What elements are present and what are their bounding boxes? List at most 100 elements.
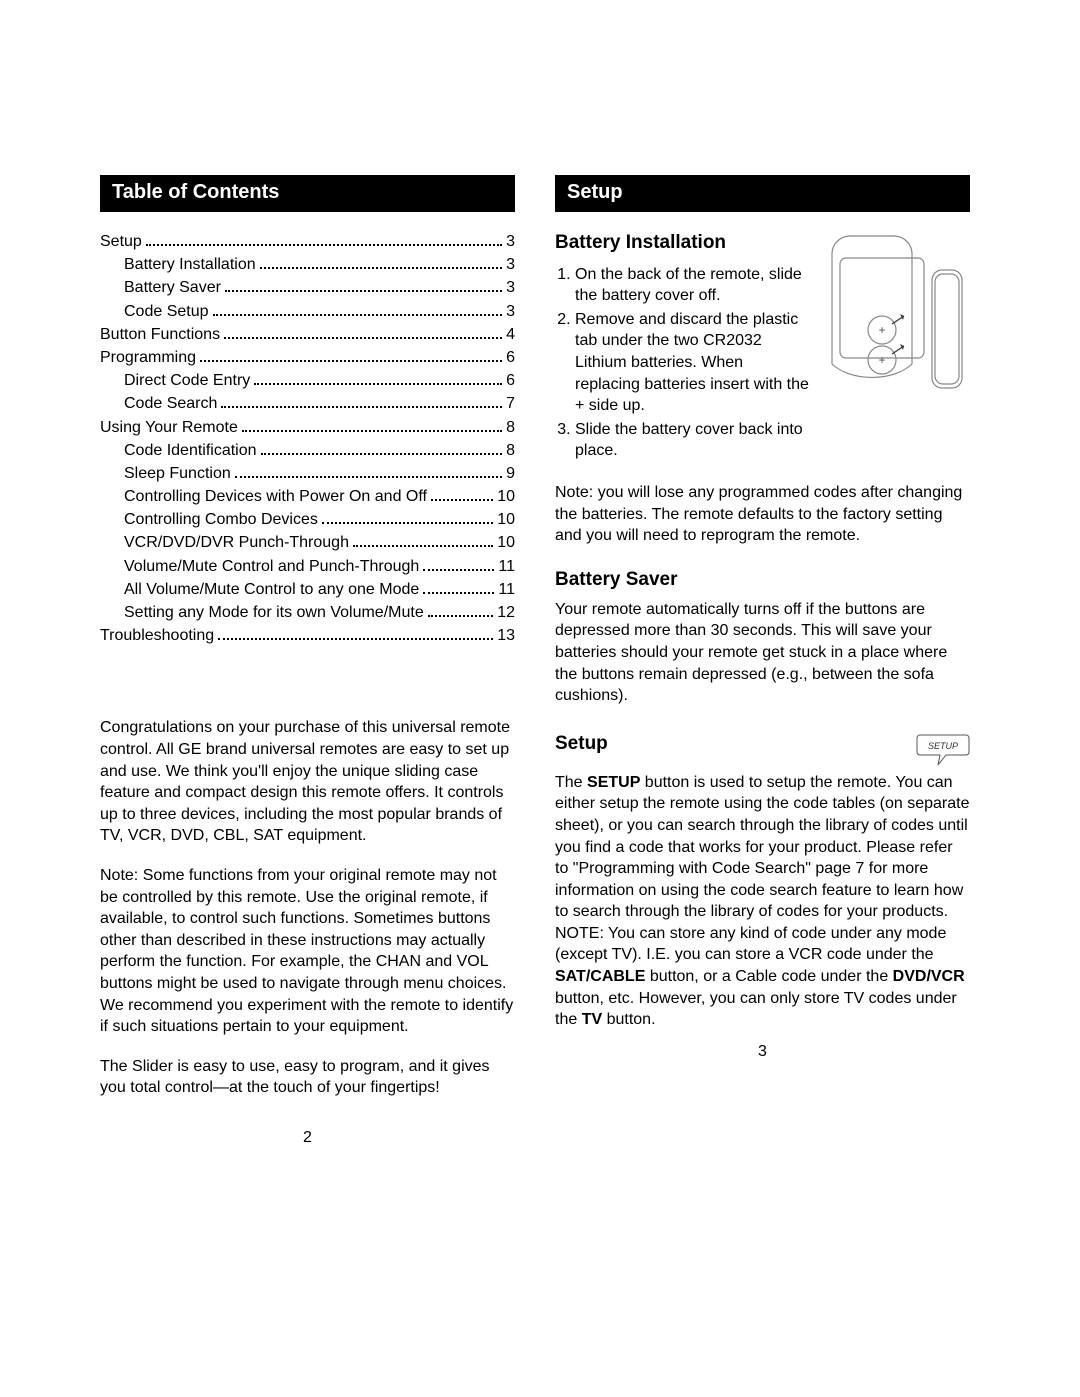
right-column: Setup Battery Installation On the back o… <box>555 175 970 1397</box>
toc-label: Code Identification <box>124 439 257 462</box>
remote-diagram: + + <box>820 230 970 464</box>
toc-page: 10 <box>497 508 515 531</box>
toc-label: Battery Saver <box>124 276 221 299</box>
toc-page: 7 <box>506 392 515 415</box>
toc-row: All Volume/Mute Control to any one Mode … <box>100 578 515 601</box>
battery-saver-head: Battery Saver <box>555 569 970 591</box>
toc-row: Sleep Function 9 <box>100 462 515 485</box>
toc-dots <box>146 233 502 246</box>
setup-bold-4: TV <box>582 1011 602 1028</box>
toc-dots <box>224 326 502 339</box>
setup-header: Setup <box>555 175 970 212</box>
toc-page: 3 <box>506 276 515 299</box>
toc-row: Using Your Remote 8 <box>100 416 515 439</box>
toc-page: 6 <box>506 346 515 369</box>
battery-installation-head: Battery Installation <box>555 230 810 256</box>
toc-label: Code Search <box>124 392 217 415</box>
page-number-left: 2 <box>100 1129 515 1147</box>
toc-page: 8 <box>506 439 515 462</box>
manual-spread: Table of Contents Setup 3Battery Install… <box>0 0 1080 1397</box>
toc-header: Table of Contents <box>100 175 515 212</box>
toc-page: 10 <box>497 485 515 508</box>
intro-para-3: The Slider is easy to use, easy to progr… <box>100 1056 515 1099</box>
toc-dots <box>260 256 502 269</box>
toc-page: 3 <box>506 230 515 253</box>
toc-label: Setup <box>100 230 142 253</box>
toc-dots <box>200 349 502 362</box>
toc-page: 8 <box>506 416 515 439</box>
toc-page: 10 <box>497 531 515 554</box>
toc-page: 11 <box>498 555 515 578</box>
battery-saver-body: Your remote automatically turns off if t… <box>555 599 970 707</box>
setup-subhead: Setup <box>555 733 608 755</box>
toc-dots <box>428 604 493 617</box>
battery-installation-block: Battery Installation On the back of the … <box>555 230 970 464</box>
intro-para-1: Congratulations on your purchase of this… <box>100 717 515 847</box>
toc-label: Button Functions <box>100 323 220 346</box>
toc-dots <box>322 511 493 524</box>
toc-row: Programming 6 <box>100 346 515 369</box>
toc-label: Programming <box>100 346 196 369</box>
toc-row: Code Setup 3 <box>100 300 515 323</box>
toc-dots <box>261 442 503 455</box>
setup-text-2: button is used to setup the remote. You … <box>555 774 969 964</box>
toc-row: VCR/DVD/DVR Punch-Through 10 <box>100 531 515 554</box>
toc-label: Battery Installation <box>124 253 256 276</box>
toc-page: 6 <box>506 369 515 392</box>
toc-page: 4 <box>506 323 515 346</box>
toc-page: 3 <box>506 300 515 323</box>
toc-row: Controlling Combo Devices 10 <box>100 508 515 531</box>
toc-row: Setup 3 <box>100 230 515 253</box>
toc-dots <box>423 558 494 571</box>
battery-step: Slide the battery cover back into place. <box>575 419 810 462</box>
battery-step: Remove and discard the plastic tab under… <box>575 309 810 417</box>
toc-dots <box>221 396 502 409</box>
toc-page: 11 <box>498 578 515 601</box>
battery-steps-list: On the back of the remote, slide the bat… <box>555 264 810 462</box>
battery-installation-text: Battery Installation On the back of the … <box>555 230 810 464</box>
toc-label: Troubleshooting <box>100 624 214 647</box>
toc-dots <box>235 465 502 478</box>
toc-row: Controlling Devices with Power On and Of… <box>100 485 515 508</box>
setup-button-icon: SETUP <box>916 733 970 772</box>
toc-dots <box>353 535 493 548</box>
setup-bold-2: SAT/CABLE <box>555 968 645 985</box>
toc-label: Controlling Devices with Power On and Of… <box>124 485 427 508</box>
toc-dots <box>213 303 503 316</box>
intro-text: Congratulations on your purchase of this… <box>100 717 515 1117</box>
toc-row: Battery Installation 3 <box>100 253 515 276</box>
table-of-contents: Setup 3Battery Installation 3Battery Sav… <box>100 230 515 647</box>
setup-text-1: The <box>555 774 587 791</box>
toc-label: Controlling Combo Devices <box>124 508 318 531</box>
toc-row: Battery Saver 3 <box>100 276 515 299</box>
page-number-right: 3 <box>555 1043 970 1061</box>
toc-row: Button Functions 4 <box>100 323 515 346</box>
toc-row: Troubleshooting 13 <box>100 624 515 647</box>
toc-row: Code Search 7 <box>100 392 515 415</box>
toc-page: 12 <box>497 601 515 624</box>
intro-para-2: Note: Some functions from your original … <box>100 865 515 1038</box>
toc-page: 13 <box>497 624 515 647</box>
setup-subhead-row: Setup SETUP <box>555 733 970 772</box>
svg-text:+: + <box>878 323 885 337</box>
toc-label: Setting any Mode for its own Volume/Mute <box>124 601 424 624</box>
toc-label: Sleep Function <box>124 462 231 485</box>
toc-row: Volume/Mute Control and Punch-Through 11 <box>100 555 515 578</box>
toc-row: Setting any Mode for its own Volume/Mute… <box>100 601 515 624</box>
setup-body-text: The SETUP button is used to setup the re… <box>555 772 970 1031</box>
toc-label: All Volume/Mute Control to any one Mode <box>124 578 419 601</box>
toc-page: 3 <box>506 253 515 276</box>
setup-button-label: SETUP <box>928 741 958 751</box>
left-column: Table of Contents Setup 3Battery Install… <box>100 175 515 1397</box>
setup-text-3: button, or a Cable code under the <box>645 968 892 985</box>
toc-dots <box>423 581 494 594</box>
toc-row: Code Identification 8 <box>100 439 515 462</box>
battery-step: On the back of the remote, slide the bat… <box>575 264 810 307</box>
toc-dots <box>254 372 502 385</box>
toc-label: Volume/Mute Control and Punch-Through <box>124 555 419 578</box>
toc-page: 9 <box>506 462 515 485</box>
toc-label: Using Your Remote <box>100 416 238 439</box>
svg-text:+: + <box>878 353 885 367</box>
toc-row: Direct Code Entry 6 <box>100 369 515 392</box>
toc-label: Direct Code Entry <box>124 369 250 392</box>
